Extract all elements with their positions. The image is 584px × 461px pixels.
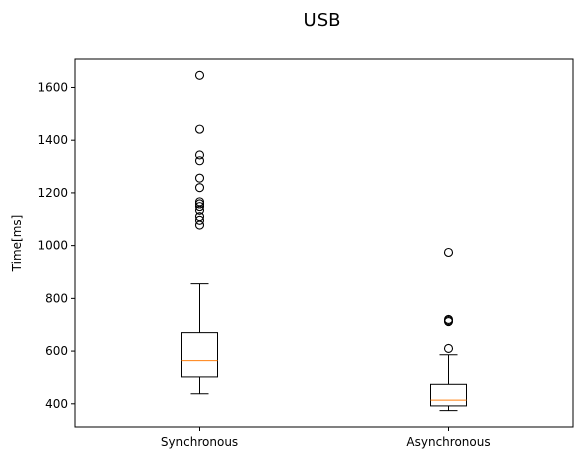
outlier-point	[443, 247, 454, 258]
y-tick-label: 1000	[37, 239, 68, 253]
outlier-point	[194, 156, 205, 166]
y-tick-label: 1200	[37, 186, 68, 200]
y-axis-label: Time[ms]	[10, 215, 24, 273]
outlier-point	[194, 202, 205, 212]
outlier-point	[443, 314, 454, 324]
y-tick-label: 1400	[37, 133, 68, 147]
y-tick-label: 600	[45, 344, 68, 358]
outlier-point	[443, 343, 454, 353]
plot-area	[181, 70, 467, 412]
chart-title: USB	[304, 10, 341, 31]
y-tick-label: 400	[45, 397, 68, 411]
x-axis: Synchronous Asynchronous	[161, 427, 491, 449]
x-tick-label: Asynchronous	[406, 435, 490, 449]
box-iqr	[181, 332, 218, 378]
axes-frame	[74, 58, 574, 428]
outlier-point	[194, 197, 205, 207]
outlier-point	[194, 220, 205, 230]
box-iqr	[430, 383, 467, 407]
outlier-point	[194, 183, 205, 193]
outlier-point	[194, 212, 205, 222]
x-tick-label: Synchronous	[161, 435, 238, 449]
outlier-point	[194, 173, 205, 183]
outlier-point	[194, 124, 205, 134]
box-group	[430, 247, 467, 412]
outlier-point	[194, 150, 205, 160]
y-axis: 400 600 800 1000 1200 1400 1600	[37, 80, 75, 411]
y-tick-label: 1600	[37, 80, 68, 94]
box-group	[181, 70, 218, 395]
y-tick-label: 800	[45, 291, 68, 305]
outlier-point	[194, 215, 205, 225]
outlier-point	[194, 70, 205, 80]
